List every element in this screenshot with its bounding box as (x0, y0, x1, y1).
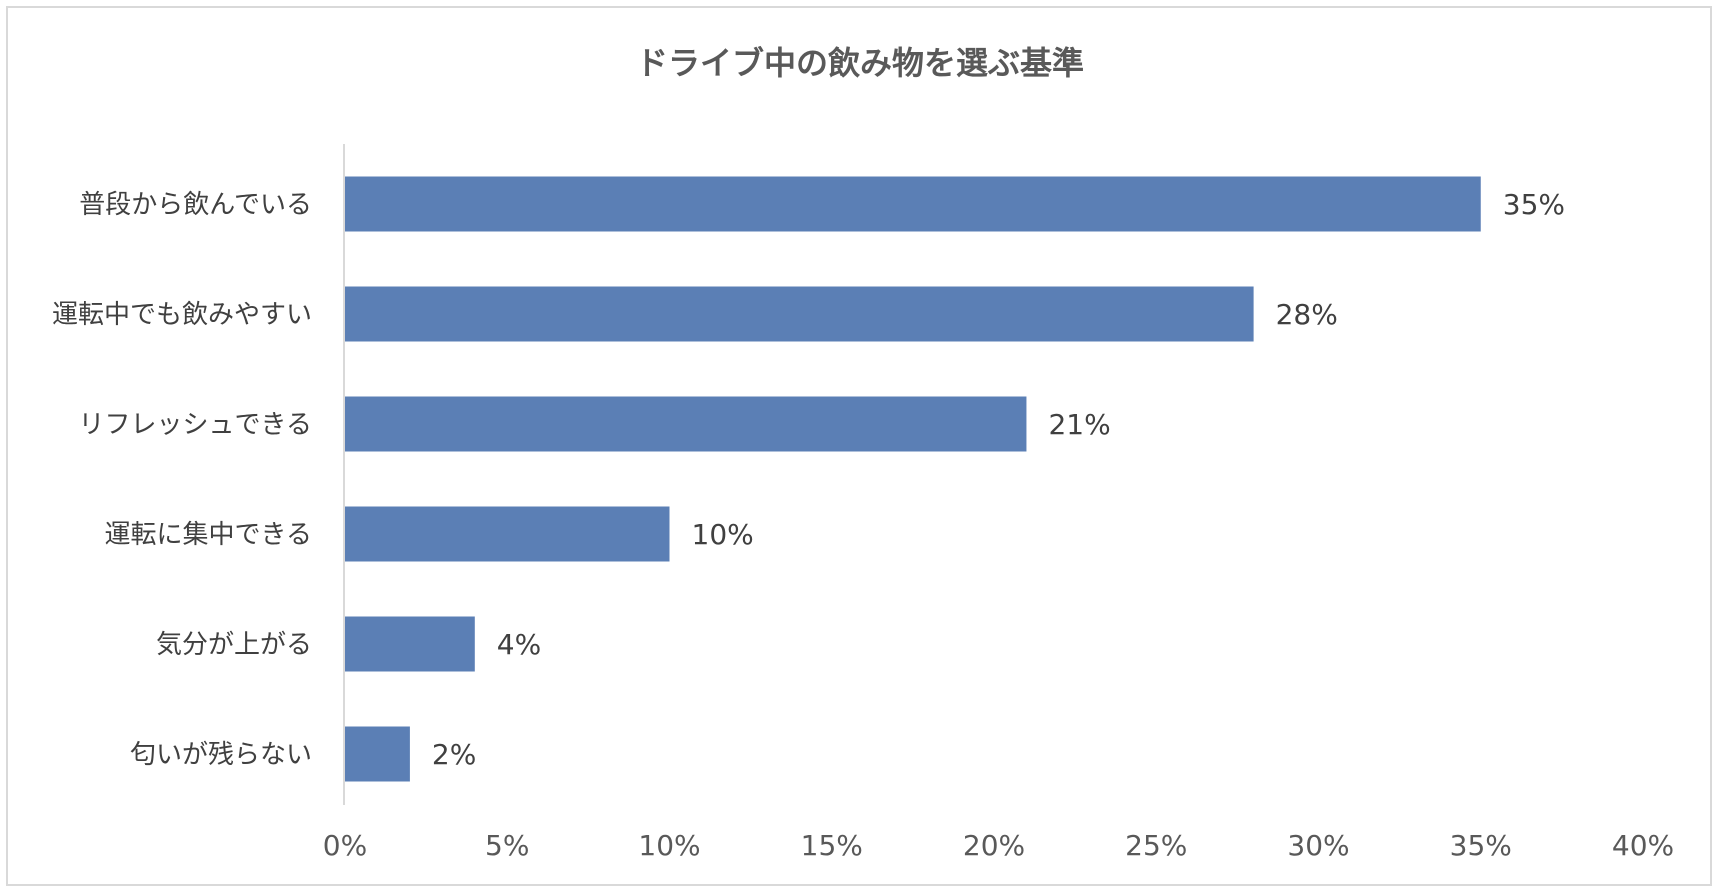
chart-title: ドライブ中の飲み物を選ぶ基準 (636, 44, 1084, 82)
category-label: 気分が上がる (156, 630, 312, 660)
data-label: 28% (1276, 298, 1338, 331)
category-labels: 普段から飲んでいる運転中でも飲みやすいリフレッシュできる運転に集中できる気分が上… (52, 190, 312, 770)
x-tick-label: 35% (1450, 829, 1512, 862)
x-tick-label: 25% (1125, 829, 1187, 862)
bar (345, 176, 1481, 232)
x-tick-label: 30% (1287, 829, 1349, 862)
x-tick-label: 20% (963, 829, 1025, 862)
category-label: 運転中でも飲みやすい (52, 300, 312, 330)
category-label: 運転に集中できる (105, 520, 312, 550)
x-tick-label: 10% (638, 829, 700, 862)
bar (345, 396, 1027, 452)
x-tick-label: 40% (1612, 829, 1674, 862)
x-tick-label: 0% (323, 829, 367, 862)
x-tick-label: 5% (485, 829, 529, 862)
bar (345, 506, 670, 562)
category-label: 普段から飲んでいる (79, 190, 312, 220)
data-label: 10% (692, 518, 754, 551)
bars-group (345, 176, 1481, 782)
bar (345, 286, 1254, 342)
bar (345, 616, 475, 672)
data-label: 2% (432, 738, 476, 771)
x-axis-ticks: 0% 5% 10% 15% 20% 25% 30% 35% 40% (323, 829, 1674, 862)
value-labels: 35% 28% 21% 10% 4% 2% (432, 188, 1565, 771)
data-label: 21% (1048, 408, 1110, 441)
x-tick-label: 15% (801, 829, 863, 862)
category-label: 匂いが残らない (130, 740, 312, 770)
category-label: リフレッシュできる (79, 410, 312, 440)
data-label: 4% (497, 628, 541, 661)
bar (345, 726, 410, 782)
data-label: 35% (1503, 188, 1565, 221)
